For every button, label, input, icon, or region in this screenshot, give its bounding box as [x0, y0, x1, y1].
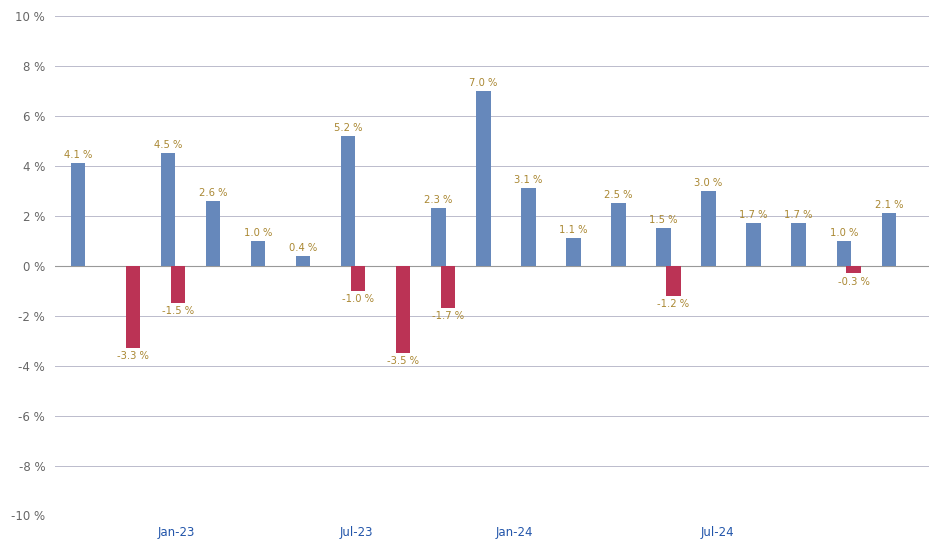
Text: 1.7 %: 1.7 %: [785, 210, 813, 220]
Bar: [666, 266, 681, 296]
Text: 4.1 %: 4.1 %: [64, 150, 92, 160]
Bar: [431, 208, 446, 266]
Text: 0.4 %: 0.4 %: [289, 243, 318, 252]
Bar: [837, 241, 851, 266]
Bar: [396, 266, 411, 353]
Text: 5.2 %: 5.2 %: [334, 123, 363, 133]
Text: 3.1 %: 3.1 %: [514, 175, 542, 185]
Bar: [351, 266, 366, 291]
Bar: [656, 228, 671, 266]
Text: -0.3 %: -0.3 %: [838, 277, 870, 287]
Text: 1.7 %: 1.7 %: [740, 210, 768, 220]
Bar: [251, 241, 265, 266]
Bar: [206, 201, 220, 266]
Text: -1.7 %: -1.7 %: [432, 311, 464, 322]
Bar: [746, 223, 760, 266]
Text: -3.5 %: -3.5 %: [387, 356, 419, 366]
Bar: [296, 256, 310, 266]
Bar: [611, 204, 626, 266]
Bar: [701, 191, 716, 266]
Bar: [791, 223, 806, 266]
Text: -1.2 %: -1.2 %: [657, 299, 690, 309]
Text: 1.1 %: 1.1 %: [559, 225, 588, 235]
Text: 2.5 %: 2.5 %: [604, 190, 633, 200]
Text: 2.6 %: 2.6 %: [199, 188, 227, 197]
Text: -1.5 %: -1.5 %: [162, 306, 194, 316]
Text: 7.0 %: 7.0 %: [469, 78, 497, 88]
Text: 1.0 %: 1.0 %: [830, 228, 858, 238]
Bar: [521, 189, 536, 266]
Text: -1.0 %: -1.0 %: [342, 294, 374, 304]
Bar: [566, 238, 581, 266]
Bar: [70, 163, 86, 266]
Text: 2.1 %: 2.1 %: [874, 200, 903, 210]
Bar: [126, 266, 140, 348]
Bar: [477, 91, 491, 266]
Text: 3.0 %: 3.0 %: [695, 178, 723, 188]
Text: 1.5 %: 1.5 %: [650, 215, 678, 225]
Text: 1.0 %: 1.0 %: [244, 228, 273, 238]
Bar: [341, 136, 355, 266]
Text: -3.3 %: -3.3 %: [117, 351, 149, 361]
Bar: [441, 266, 456, 308]
Bar: [171, 266, 185, 303]
Bar: [161, 153, 175, 266]
Text: 2.3 %: 2.3 %: [424, 195, 452, 205]
Bar: [846, 266, 861, 273]
Bar: [882, 213, 896, 266]
Text: 4.5 %: 4.5 %: [154, 140, 182, 150]
